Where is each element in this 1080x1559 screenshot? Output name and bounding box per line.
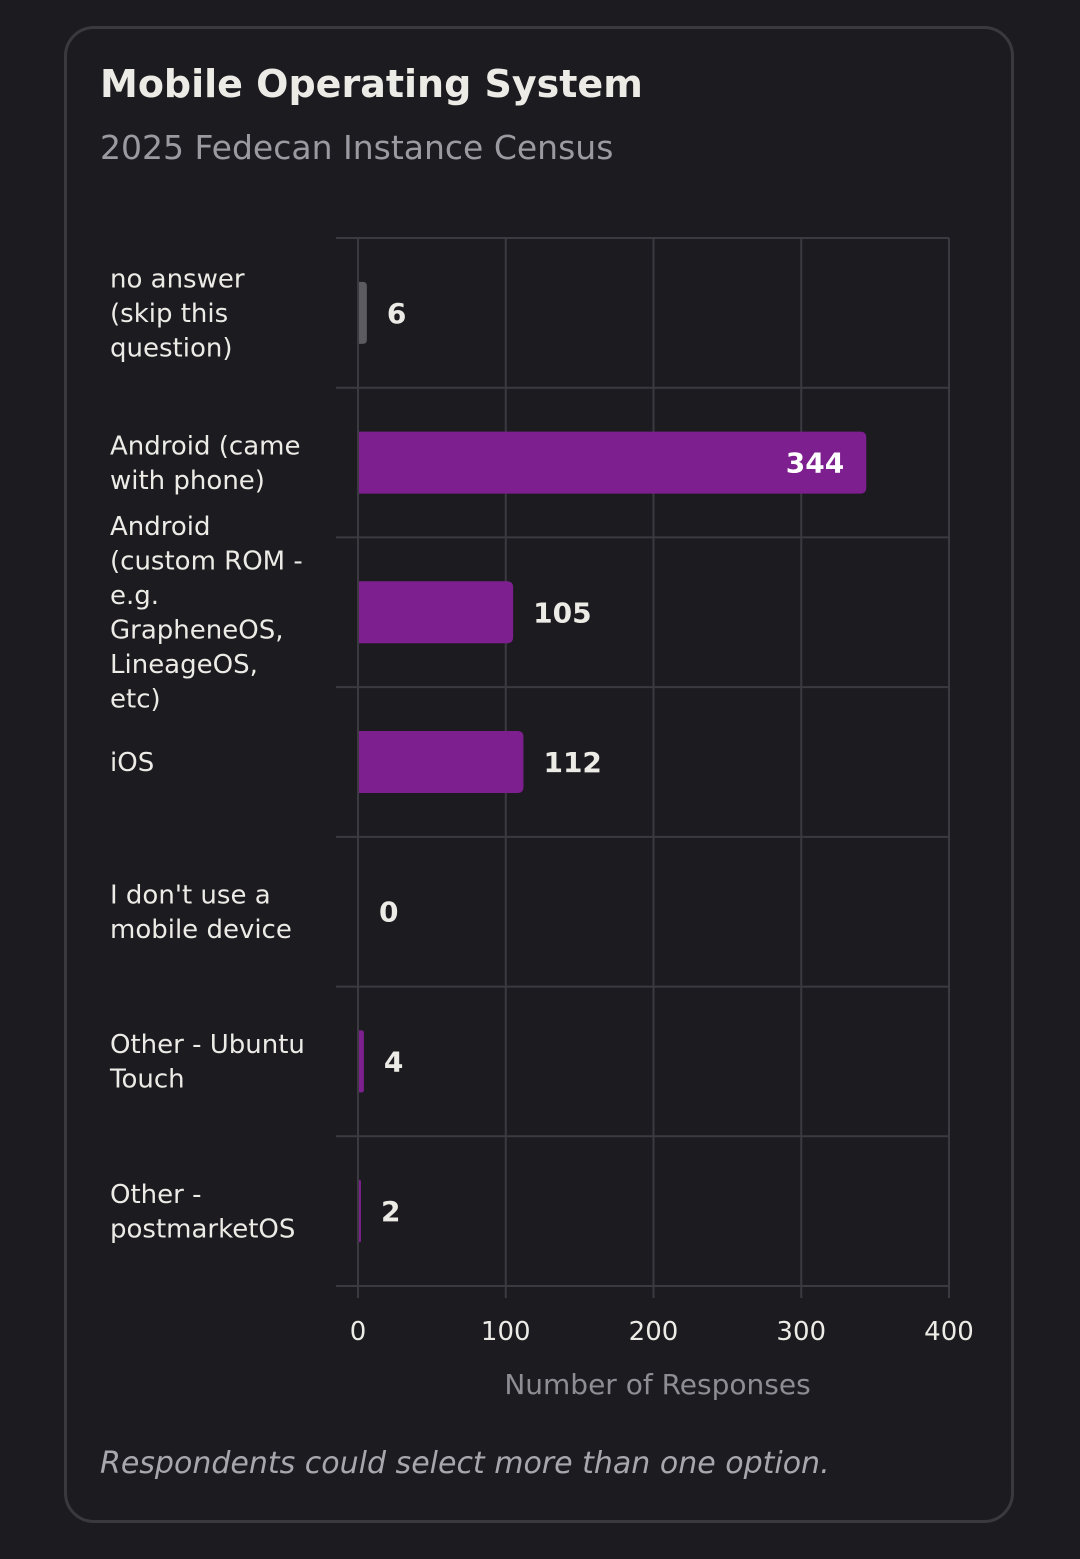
- category-label: iOS: [110, 748, 154, 778]
- chart-subtitle: 2025 Fedecan Instance Census: [100, 128, 614, 167]
- bar-value-label: 105: [533, 596, 591, 629]
- bar: [359, 581, 514, 644]
- category-label: Android (custom ROM -e.g. GrapheneOS, Linea…: [110, 512, 303, 715]
- bar: [359, 431, 867, 494]
- x-tick-label: 300: [776, 1317, 826, 1347]
- chart-title: Mobile Operating System: [100, 62, 643, 106]
- x-tick-label: 0: [350, 1317, 367, 1347]
- bar-value-label: 2: [381, 1195, 400, 1228]
- bar: [359, 281, 367, 344]
- bar-value-label: 112: [543, 746, 601, 779]
- x-tick-label: 100: [481, 1317, 531, 1347]
- footnote: Respondents could select more than one o…: [100, 1446, 830, 1481]
- chart-card: [64, 26, 1014, 1523]
- bar-value-label: 4: [384, 1045, 403, 1078]
- category-label: Android (came with phone): [110, 431, 300, 496]
- category-label: I don't use a mobile device: [110, 880, 292, 945]
- bar: [359, 1180, 361, 1243]
- x-tick-label: 400: [924, 1317, 974, 1347]
- bar-value-label: 344: [786, 447, 844, 480]
- category-label: Other -postmarketOS: [110, 1180, 295, 1245]
- bar-value-label: 6: [387, 297, 406, 330]
- bar: [359, 1030, 364, 1093]
- x-axis-title: Number of Responses: [504, 1368, 810, 1401]
- bar: [359, 731, 524, 793]
- category-label: no answer (skip this question): [110, 264, 245, 363]
- bar-value-label: 0: [379, 896, 398, 929]
- x-tick-label: 200: [629, 1317, 679, 1347]
- category-label: Other - Ubuntu Touch: [109, 1030, 305, 1095]
